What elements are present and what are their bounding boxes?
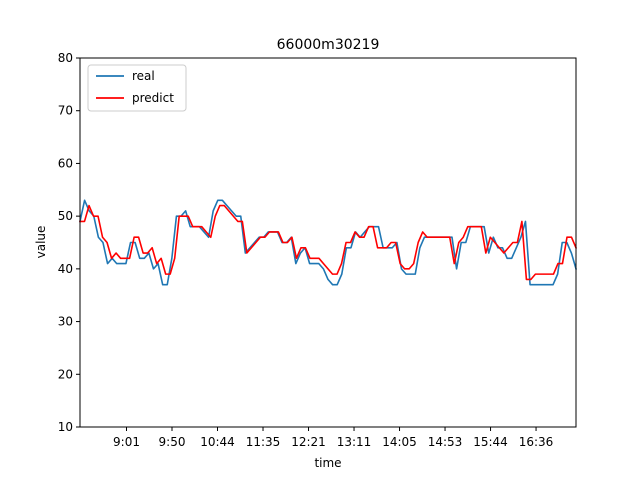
y-tick-label: 20	[58, 367, 73, 381]
legend: real predict	[87, 64, 187, 112]
series-line-real	[79, 199, 577, 286]
x-tick-label: 12:21	[291, 435, 326, 449]
x-tick-label: 11:35	[246, 435, 281, 449]
legend-label-predict: predict	[132, 91, 174, 105]
x-tick-label: 14:05	[382, 435, 417, 449]
y-tick-label: 70	[58, 104, 73, 118]
y-tick-label: 60	[58, 156, 73, 170]
y-tick-label: 50	[58, 209, 73, 223]
x-tick-label: 15:44	[473, 435, 508, 449]
legend-label-real: real	[132, 69, 155, 83]
plot-area: 10 20 30 40 50 60 70 80 9:01 9:50 10:44 11:35 12:21 1…	[58, 51, 578, 449]
y-axis-label: value	[34, 226, 48, 259]
x-tick-label: 10:44	[200, 435, 235, 449]
x-tick-label: 13:11	[337, 435, 372, 449]
y-tick-label: 10	[58, 420, 73, 434]
x-tick-label: 9:50	[159, 435, 186, 449]
series-line-predict	[79, 204, 578, 281]
x-tick-label: 16:36	[519, 435, 554, 449]
x-tick-label: 14:53	[428, 435, 463, 449]
plot-frame	[79, 57, 577, 428]
y-tick-label: 80	[58, 51, 73, 65]
chart-title: 66000m30219	[277, 37, 380, 53]
x-axis-label: time	[314, 456, 341, 470]
y-tick-label: 40	[58, 262, 73, 276]
y-tick-label: 30	[58, 315, 73, 329]
x-tick-label: 9:01	[113, 435, 140, 449]
